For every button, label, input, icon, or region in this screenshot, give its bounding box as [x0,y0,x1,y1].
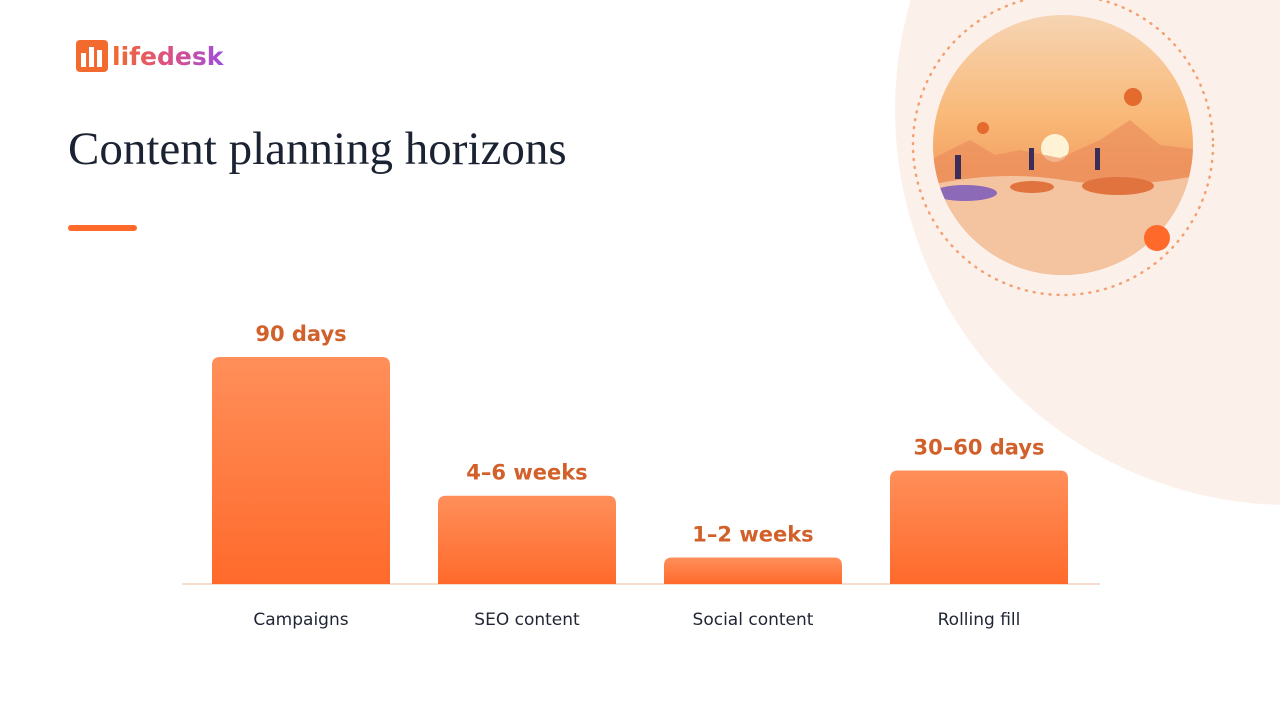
value-label: 4–6 weeks [466,461,587,485]
value-label: 1–2 weeks [692,523,813,547]
dotted-ring [911,0,1215,297]
value-label: 90 days [255,322,346,346]
logo: lifedesk [76,40,225,72]
x-tick-label: Rolling fill [938,610,1021,630]
x-tick-label: Social content [693,610,814,630]
logo-text: lifedesk [112,42,225,71]
x-tick-label: Campaigns [253,610,348,630]
logo-icon-bar [81,53,86,67]
title-underline [68,225,137,231]
x-tick-label: SEO content [474,610,580,630]
plot: 90 days Campaigns 4–6 weeks SEO content 1–2 … [212,322,1068,630]
accent-dot [1144,225,1170,251]
logo-icon-bar [89,47,94,67]
illustration [933,15,1193,275]
bar [664,557,842,584]
bar [212,357,390,584]
chart-title: Content planning horizons [68,123,567,175]
bar [438,495,616,584]
logo-icon-bar [97,50,102,67]
value-label: 30–60 days [913,436,1044,460]
bar [890,470,1068,584]
